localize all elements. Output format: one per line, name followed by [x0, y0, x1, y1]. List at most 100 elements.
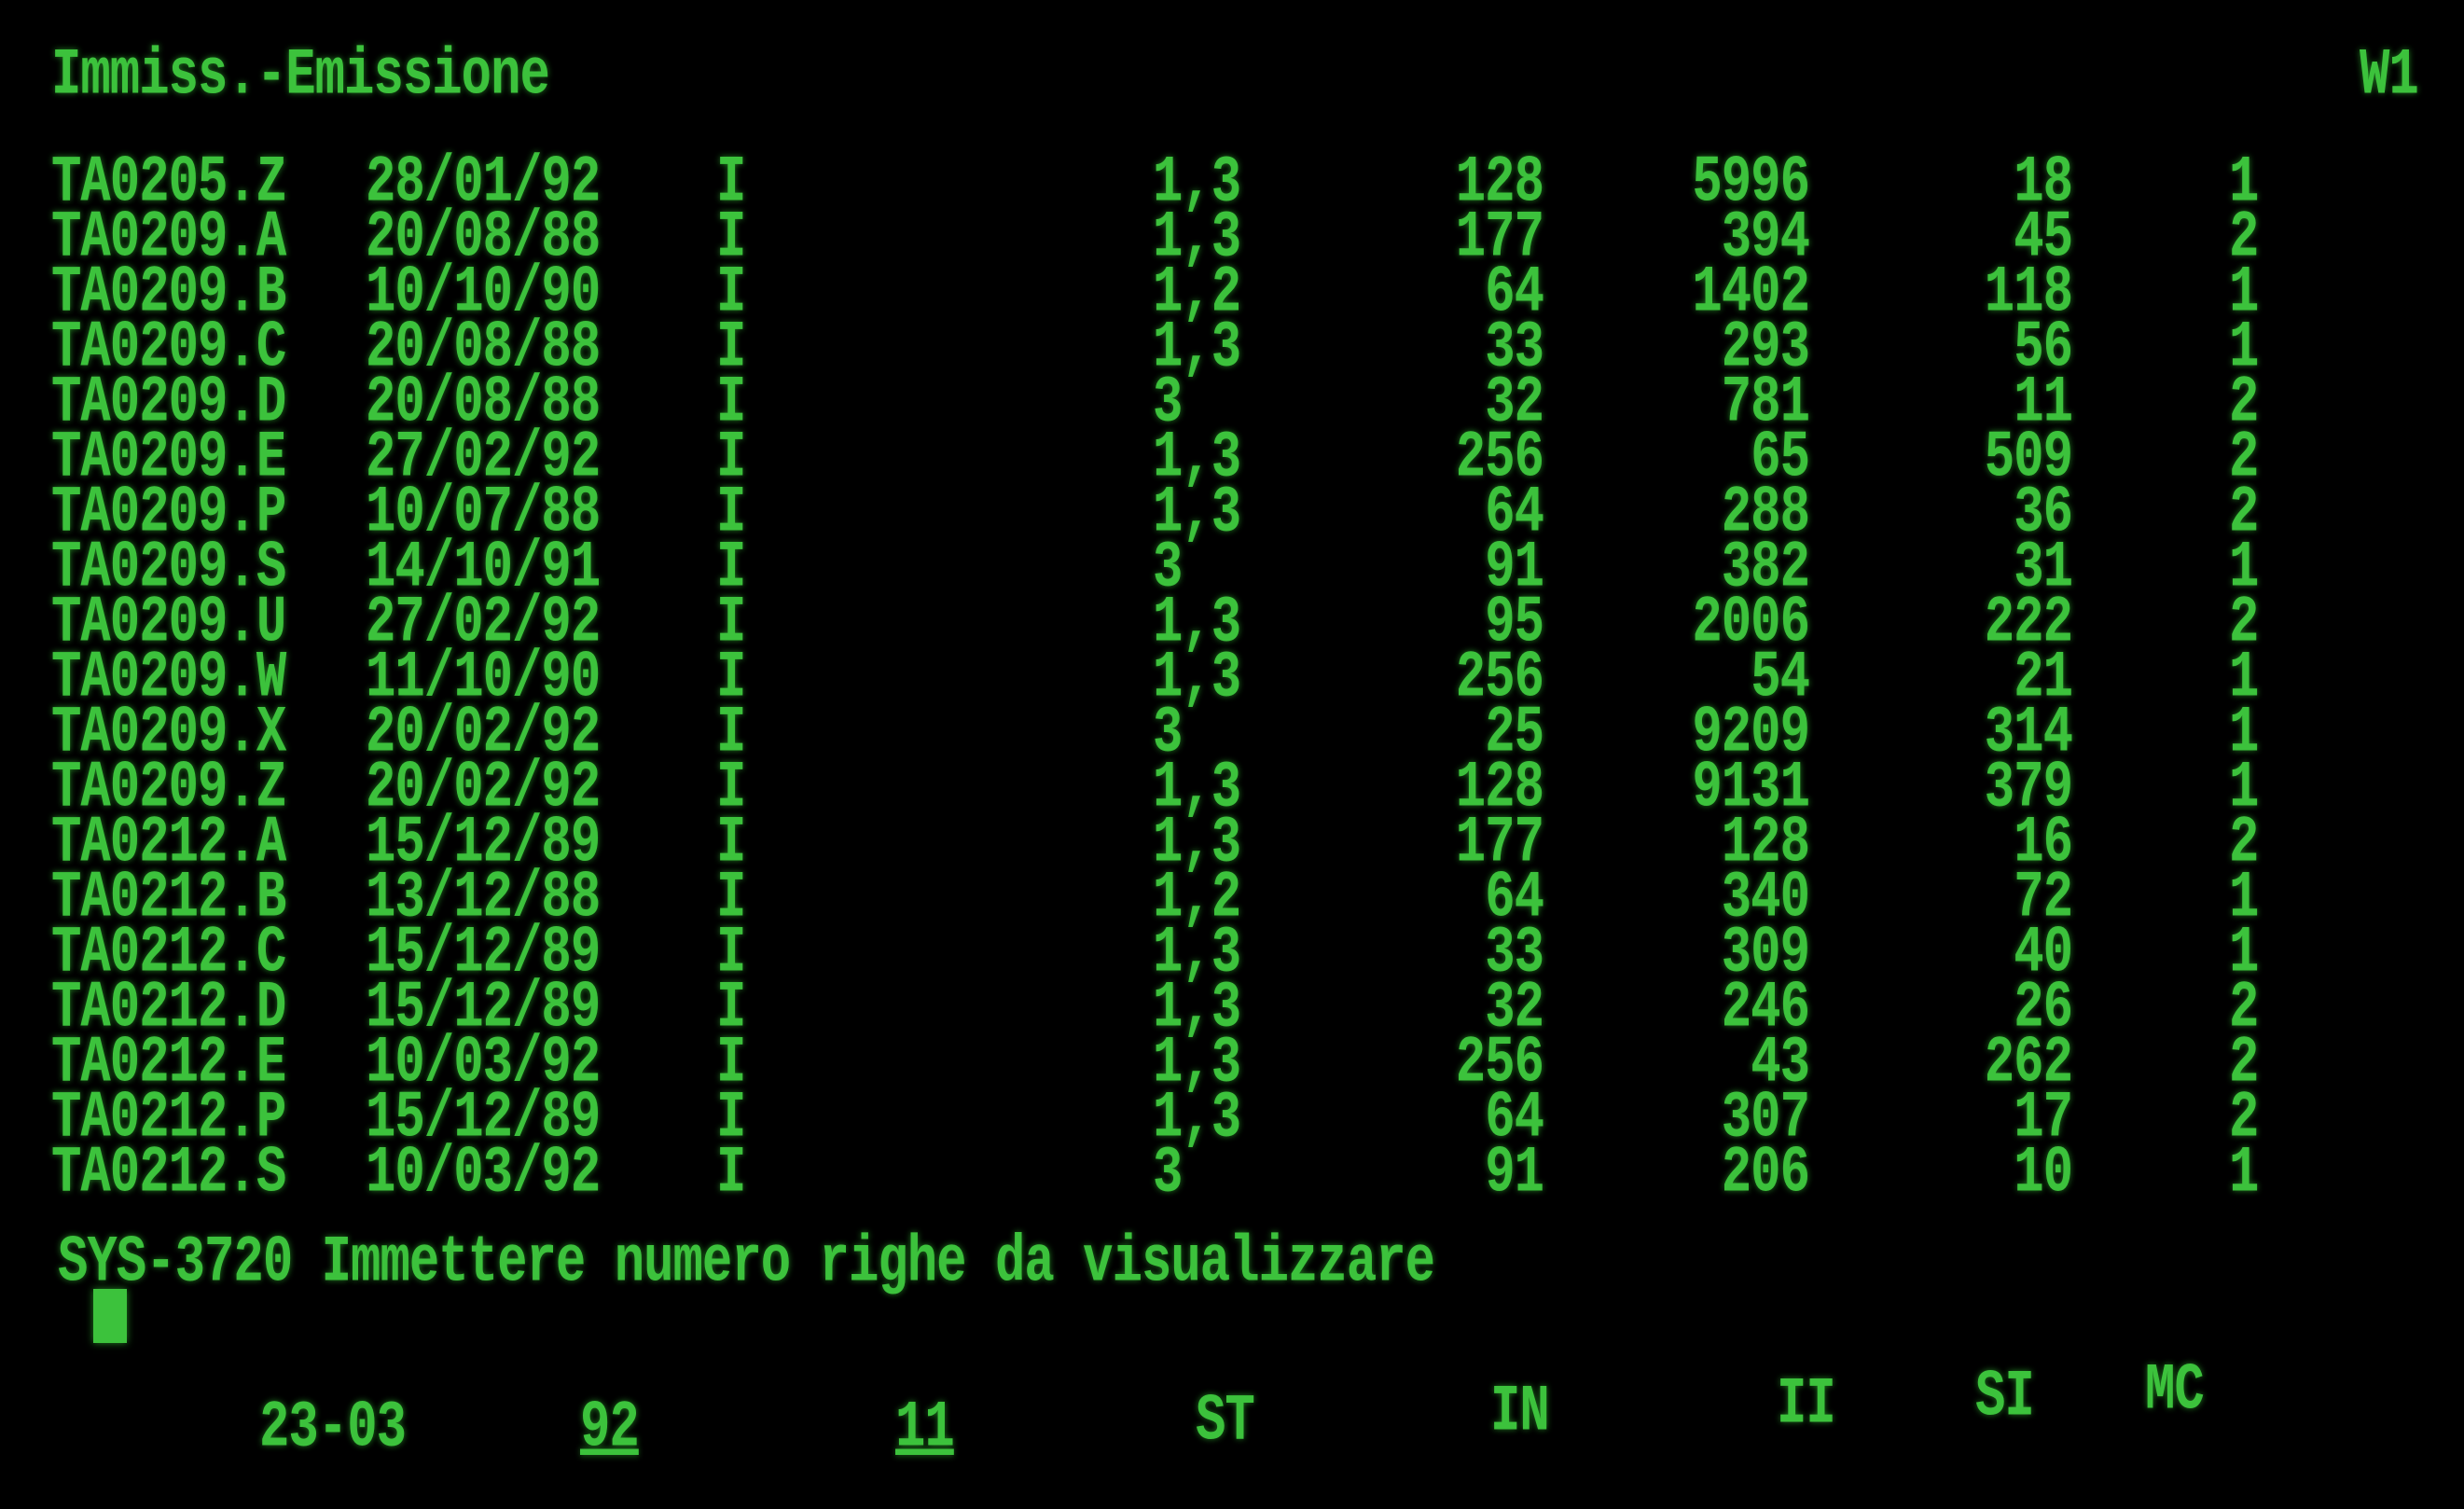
cell-flag: I [716, 532, 746, 606]
cell-date: 10/10/90 [366, 256, 601, 331]
cell-date: 20/08/88 [366, 367, 601, 441]
cell-date: 15/12/89 [366, 1082, 601, 1156]
table-row: TA0209.C 20/08/88 I 1,3 33 293 56 1 [0, 313, 2464, 383]
cell-si: 18 [2014, 146, 2073, 221]
cell-mc: 1 [2229, 256, 2259, 331]
cell-ii: 288 [1721, 477, 1810, 551]
cell-name: TA0209.B [51, 256, 286, 331]
footer-key-st[interactable]: ST [1196, 1385, 1255, 1460]
cell-flag: I [716, 201, 746, 276]
cell-name: TA0212.D [51, 972, 286, 1046]
cell-name: TA0212.B [51, 862, 286, 936]
cell-in: 91 [1485, 1137, 1544, 1211]
cell-st: 1,3 [1153, 752, 1241, 826]
cell-ii: 9131 [1692, 752, 1810, 826]
table-row: TA0209.W 11/10/90 I 1,3 256 54 21 1 [0, 644, 2464, 713]
cell-mc: 2 [2229, 807, 2259, 881]
cell-si: 40 [2014, 917, 2073, 991]
table-row: TA0209.Z 20/02/92 I 1,3 128 9131 379 1 [0, 754, 2464, 824]
cell-name: TA0212.S [51, 1137, 286, 1211]
footer-key-92[interactable]: 92 [580, 1391, 640, 1466]
footer-key-11[interactable]: 11 [895, 1391, 955, 1466]
cell-name: TA0209.S [51, 532, 286, 606]
cell-st: 1,3 [1153, 807, 1241, 881]
cell-si: 509 [1984, 422, 2073, 496]
cell-date: 27/02/92 [366, 587, 601, 661]
cell-date: 10/03/92 [366, 1137, 601, 1211]
cell-mc: 1 [2229, 917, 2259, 991]
cell-date: 27/02/92 [366, 422, 601, 496]
cell-name: TA0209.D [51, 367, 286, 441]
cell-in: 64 [1485, 862, 1544, 936]
text-cursor[interactable] [93, 1289, 127, 1343]
cell-ii: 293 [1721, 311, 1810, 386]
cell-mc: 1 [2229, 532, 2259, 606]
cell-flag: I [716, 862, 746, 936]
cell-si: 17 [2014, 1082, 2073, 1156]
cell-in: 95 [1485, 587, 1544, 661]
footer-date: 23-03 [259, 1391, 407, 1466]
cell-ii: 309 [1721, 917, 1810, 991]
cell-date: 28/01/92 [366, 146, 601, 221]
cell-in: 256 [1455, 1027, 1544, 1101]
cell-ii: 5996 [1692, 146, 1810, 221]
footer-key-si[interactable]: SI [1975, 1361, 2035, 1435]
cell-st: 1,2 [1153, 256, 1241, 331]
cell-date: 20/08/88 [366, 311, 601, 386]
cell-st: 1,3 [1153, 477, 1241, 551]
cell-st: 3 [1153, 1137, 1183, 1211]
screen-title: Immiss.-Emissione [51, 39, 550, 114]
footer-key-ii[interactable]: II [1777, 1368, 1836, 1443]
cell-mc: 1 [2229, 697, 2259, 771]
cell-flag: I [716, 1082, 746, 1156]
cell-date: 20/08/88 [366, 201, 601, 276]
cell-si: 26 [2014, 972, 2073, 1046]
cell-in: 33 [1485, 917, 1544, 991]
cell-name: TA0212.E [51, 1027, 286, 1101]
table-row: TA0205.Z 28/01/92 I 1,3 128 5996 18 1 [0, 148, 2464, 218]
cell-mc: 1 [2229, 311, 2259, 386]
cell-si: 16 [2014, 807, 2073, 881]
system-message: SYS-3720 Immettere numero righe da visua… [58, 1226, 1435, 1301]
cell-si: 36 [2014, 477, 2073, 551]
table-row: TA0212.S 10/03/92 I 3 91 206 10 1 [0, 1139, 2464, 1209]
cell-ii: 307 [1721, 1082, 1810, 1156]
table-row: TA0209.P 10/07/88 I 1,3 64 288 36 2 [0, 478, 2464, 548]
footer-key-mc[interactable]: MC [2145, 1354, 2205, 1429]
cell-si: 11 [2014, 367, 2073, 441]
cell-in: 64 [1485, 1082, 1544, 1156]
cell-st: 1,2 [1153, 862, 1241, 936]
cell-ii: 43 [1751, 1027, 1810, 1101]
footer-key-in[interactable]: IN [1490, 1376, 1550, 1450]
cell-si: 31 [2014, 532, 2073, 606]
cell-st: 1,3 [1153, 201, 1241, 276]
cell-date: 15/12/89 [366, 807, 601, 881]
cell-name: TA0209.A [51, 201, 286, 276]
cell-in: 64 [1485, 477, 1544, 551]
cell-name: TA0209.E [51, 422, 286, 496]
cell-date: 13/12/88 [366, 862, 601, 936]
cell-date: 11/10/90 [366, 642, 601, 716]
cell-mc: 2 [2229, 972, 2259, 1046]
cell-name: TA0209.Z [51, 752, 286, 826]
table-row: TA0212.P 15/12/89 I 1,3 64 307 17 2 [0, 1084, 2464, 1154]
cell-in: 256 [1455, 422, 1544, 496]
cell-name: TA0212.A [51, 807, 286, 881]
cell-flag: I [716, 807, 746, 881]
cell-date: 10/03/92 [366, 1027, 601, 1101]
cell-name: TA0209.X [51, 697, 286, 771]
cell-in: 32 [1485, 972, 1544, 1046]
cell-st: 1,3 [1153, 917, 1241, 991]
cell-mc: 2 [2229, 1082, 2259, 1156]
cell-mc: 2 [2229, 201, 2259, 276]
cell-ii: 394 [1721, 201, 1810, 276]
cell-st: 3 [1153, 367, 1183, 441]
cell-si: 72 [2014, 862, 2073, 936]
cell-flag: I [716, 752, 746, 826]
cell-st: 1,3 [1153, 146, 1241, 221]
cell-flag: I [716, 477, 746, 551]
cell-mc: 1 [2229, 146, 2259, 221]
cell-si: 56 [2014, 311, 2073, 386]
cell-mc: 1 [2229, 642, 2259, 716]
cell-in: 91 [1485, 532, 1544, 606]
